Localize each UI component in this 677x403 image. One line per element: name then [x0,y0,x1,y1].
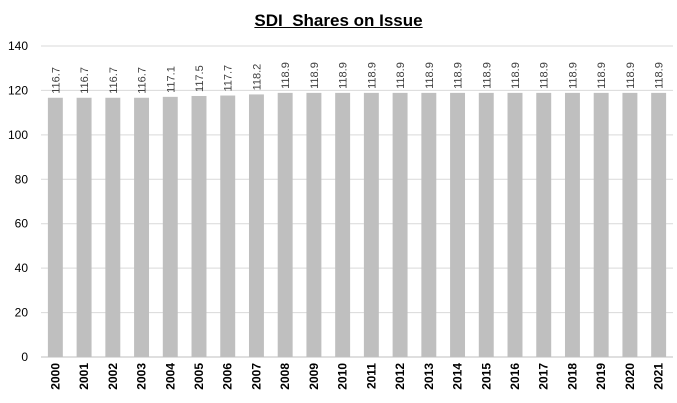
data-label: 116.7 [108,67,120,94]
x-tick-label: 2017 [537,363,551,390]
data-label: 118.9 [481,62,493,89]
bar [248,94,264,358]
data-label: 117.7 [223,65,235,92]
data-label: 118.9 [596,62,608,89]
x-tick-label: 2006 [221,363,235,390]
x-tick-label: 2010 [336,363,350,390]
bar [191,95,207,357]
bar [622,92,638,358]
y-tick-label: 20 [15,306,29,320]
bar [593,92,609,358]
data-label: 118.9 [625,62,637,89]
bar [76,97,92,358]
x-tick-label: 2007 [249,363,263,390]
data-label: 118.2 [251,64,263,91]
bar [162,96,178,357]
data-label: 118.9 [453,62,465,89]
bar [450,92,466,358]
y-tick-label: 140 [8,39,28,53]
data-label: 118.9 [280,62,292,89]
data-label: 117.1 [165,66,177,93]
bar [536,92,552,358]
bar [134,97,150,358]
data-label: 116.7 [137,67,149,94]
data-label: 118.9 [539,62,551,89]
bar [392,92,408,358]
bar [220,95,236,358]
y-tick-label: 0 [21,350,28,364]
chart-title: SDI Shares on Issue [254,11,423,30]
data-label: 118.9 [366,62,378,89]
y-tick-label: 120 [8,83,28,97]
x-tick-label: 2013 [422,363,436,390]
data-label: 118.9 [510,62,522,89]
y-tick-label: 60 [15,217,29,231]
data-label: 116.7 [79,67,91,94]
y-tick-label: 100 [8,128,28,142]
bar [421,92,437,358]
x-tick-label: 2014 [451,363,465,390]
data-label: 118.9 [395,62,407,89]
x-tick-label: 2016 [508,363,522,390]
y-tick-label: 80 [15,172,29,186]
x-tick-label: 2015 [479,363,493,390]
bar [507,92,523,358]
bar [306,92,322,358]
bar [478,92,494,358]
data-label: 118.9 [338,62,350,89]
data-label: 117.5 [194,65,206,92]
x-tick-label: 2021 [652,363,666,390]
data-label: 118.9 [309,62,321,89]
bar [651,92,667,358]
x-tick-label: 2012 [393,363,407,390]
x-tick-label: 2011 [364,363,378,389]
x-tick-label: 2001 [77,363,91,390]
bar [564,92,580,358]
bar [47,97,63,358]
x-tick-label: 2003 [135,363,149,390]
x-tick-label: 2020 [623,363,637,390]
data-label: 118.9 [567,62,579,89]
bar [335,92,351,358]
x-tick-label: 2018 [565,363,579,390]
data-label: 118.9 [654,62,666,89]
bar [363,92,379,358]
data-label: 116.7 [50,67,62,94]
data-label: 118.9 [424,62,436,89]
bar [105,97,121,358]
x-tick-label: 2000 [48,363,62,390]
x-tick-label: 2002 [106,363,120,390]
x-tick-label: 2019 [594,363,608,390]
bar [277,92,293,358]
x-tick-label: 2008 [278,363,292,390]
x-tick-label: 2009 [307,363,321,390]
x-tick-label: 2005 [192,363,206,390]
y-tick-label: 40 [15,261,29,275]
x-tick-label: 2004 [163,363,177,390]
